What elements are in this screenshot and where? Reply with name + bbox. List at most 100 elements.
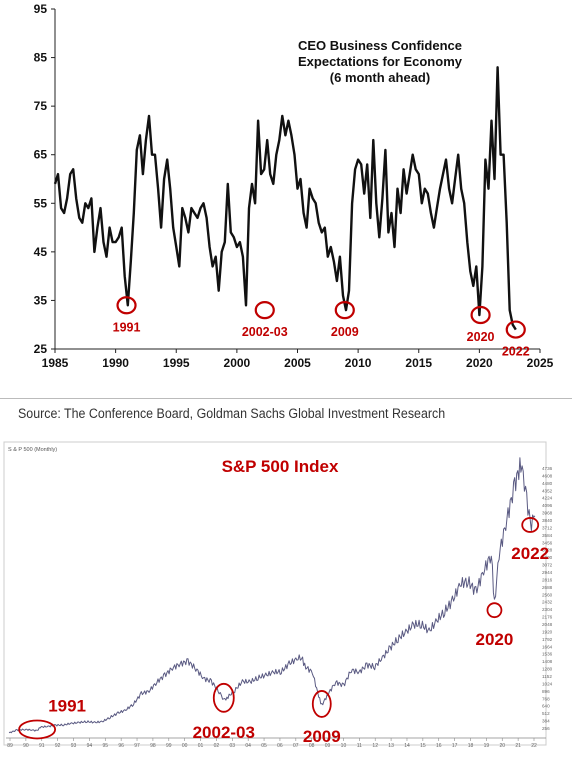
sp500-x-tick-label: 21 — [515, 743, 521, 749]
sp500-x-tick-label: 15 — [420, 743, 426, 749]
sp500-x-tick-label: 00 — [182, 743, 188, 749]
sp500-y-tick-label: 2176 — [542, 615, 553, 620]
top-x-tick-label: 2025 — [527, 356, 554, 370]
sp500-axes: 89 90 91 92 93 94 95 96 97 98 99 00 01 02 03 04 05 06 07 08… — [6, 466, 553, 749]
sp500-y-tick-label: 256 — [542, 726, 550, 731]
sp500-y-tick-label: 896 — [542, 689, 550, 694]
top-y-tick-label: 85 — [34, 51, 48, 65]
sp500-x-tick-label: 89 — [7, 743, 13, 749]
top-annotation-label: 2009 — [331, 325, 359, 339]
sp500-annotation-label: 2020 — [476, 630, 514, 649]
sp500-x-tick-label: 94 — [87, 743, 93, 749]
sp500-y-tick-label: 3840 — [542, 518, 553, 523]
top-annotation-circle — [254, 301, 275, 320]
sp500-y-tick-label: 2560 — [542, 592, 553, 597]
sp500-annotation-circle — [521, 517, 540, 533]
sp500-y-tick-label: 4352 — [542, 488, 553, 493]
sp500-y-tick-label: 1920 — [542, 629, 553, 634]
sp500-x-tick-label: 99 — [166, 743, 172, 749]
top-y-tick-label: 95 — [34, 2, 48, 16]
top-chart-title-line-1: CEO Business Confidence — [298, 38, 462, 53]
sp500-y-tick-label: 1280 — [542, 667, 553, 672]
top-x-tick-label: 1985 — [42, 356, 69, 370]
top-y-tick-label: 75 — [34, 99, 48, 113]
top-annotation-label: 2022 — [502, 345, 530, 359]
top-annotation-label: 2020 — [467, 330, 495, 344]
top-chart-axes: 25 35 45 55 65 75 85 95 1985 1990 1995 2000 2005 2010… — [34, 2, 554, 370]
top-x-tick-label: 1995 — [163, 356, 190, 370]
sp500-y-tick-label: 2304 — [542, 607, 553, 612]
sp500-x-tick-label: 20 — [499, 743, 505, 749]
top-x-tick-label: 2015 — [405, 356, 432, 370]
sp500-chart: S & P 500 (Monthly) S&P 500 Index 89 90 91… — [3, 441, 553, 749]
ceo-confidence-series-line — [53, 66, 517, 331]
sp500-x-tick-label: 12 — [372, 743, 378, 749]
sp500-annotation-circle — [18, 719, 57, 740]
sp500-x-tick-label: 16 — [436, 743, 442, 749]
sp500-y-tick-label: 4096 — [542, 503, 553, 508]
top-y-tick-label: 55 — [34, 196, 48, 210]
sp500-y-tick-label: 4224 — [542, 496, 553, 501]
sp500-x-tick-label: 01 — [198, 743, 204, 749]
sp500-annotation-label: 2022 — [511, 544, 549, 563]
sp500-y-tick-label: 3456 — [542, 540, 553, 545]
top-chart-title: CEO Business Confidence Expectations for… — [298, 38, 463, 85]
source-note: Source: The Conference Board, Goldman Sa… — [18, 406, 446, 421]
top-annotation-circle — [334, 301, 355, 320]
sp500-x-tick-label: 92 — [55, 743, 61, 749]
sp500-y-tick-label: 2944 — [542, 570, 553, 575]
sp500-x-tick-label: 95 — [102, 743, 108, 749]
sp500-x-tick-label: 07 — [293, 743, 299, 749]
top-y-tick-label: 25 — [34, 342, 48, 356]
sp500-x-tick-label: 90 — [23, 743, 29, 749]
sp500-x-tick-label: 11 — [357, 743, 362, 749]
top-annotation-label: 1991 — [113, 320, 141, 334]
sp500-y-tick-label: 384 — [542, 719, 550, 724]
top-chart-annotations: 1991 2002-03 2009 2020 2022 — [113, 296, 530, 359]
sp500-y-tick-label: 3968 — [542, 511, 553, 516]
sp500-y-tick-label: 1024 — [542, 681, 553, 686]
sp500-y-tick-label: 1536 — [542, 652, 553, 657]
sp500-y-tick-label: 2048 — [542, 622, 553, 627]
top-y-tick-label: 45 — [34, 245, 48, 259]
sp500-y-tick-label: 4736 — [542, 466, 553, 471]
sp500-annotation-label: 1991 — [48, 696, 86, 715]
sp500-y-tick-label: 1792 — [542, 637, 553, 642]
sp500-x-tick-label: 09 — [325, 743, 331, 749]
sp500-y-tick-label: 1408 — [542, 659, 553, 664]
sp500-x-tick-label: 05 — [261, 743, 267, 749]
sp500-y-tick-label: 3072 — [542, 563, 553, 568]
sp500-y-tick-label: 3328 — [542, 548, 553, 553]
sp500-x-tick-label: 17 — [452, 743, 458, 749]
sp500-x-tick-label: 22 — [531, 743, 537, 749]
sp500-x-tick-label: 02 — [214, 743, 220, 749]
sp500-annotation-circle — [311, 690, 332, 718]
sp500-x-tick-label: 97 — [134, 743, 140, 749]
sp500-y-tick-label: 3200 — [542, 555, 553, 560]
sp500-y-tick-label: 3584 — [542, 533, 553, 538]
sp500-x-tick-label: 08 — [309, 743, 315, 749]
sp500-y-tick-label: 2688 — [542, 585, 553, 590]
top-x-tick-label: 2005 — [284, 356, 311, 370]
top-annotation-label: 2002-03 — [242, 325, 288, 339]
sp500-x-tick-label: 10 — [341, 743, 347, 749]
sp500-x-tick-label: 06 — [277, 743, 283, 749]
sp500-y-tick-label: 2816 — [542, 577, 553, 582]
top-annotation-circle — [505, 320, 526, 339]
sp500-x-tick-label: 96 — [118, 743, 124, 749]
sp500-x-tick-label: 19 — [484, 743, 490, 749]
sp500-series-line — [8, 457, 536, 734]
top-x-tick-label: 2000 — [224, 356, 251, 370]
sp500-y-tick-label: 2432 — [542, 600, 553, 605]
sp500-y-tick-label: 4480 — [542, 481, 553, 486]
sp500-y-tick-label: 1152 — [542, 674, 552, 679]
top-x-tick-label: 1990 — [102, 356, 129, 370]
sp500-x-tick-label: 91 — [39, 743, 45, 749]
sp500-x-tick-label: 93 — [71, 743, 77, 749]
sp500-y-tick-label: 512 — [542, 711, 550, 716]
sp500-x-tick-label: 18 — [468, 743, 474, 749]
sp500-x-tick-label: 98 — [150, 743, 156, 749]
ceo-confidence-chart: CEO Business Confidence Expectations for… — [34, 2, 554, 370]
sp500-x-tick-label: 04 — [245, 743, 251, 749]
